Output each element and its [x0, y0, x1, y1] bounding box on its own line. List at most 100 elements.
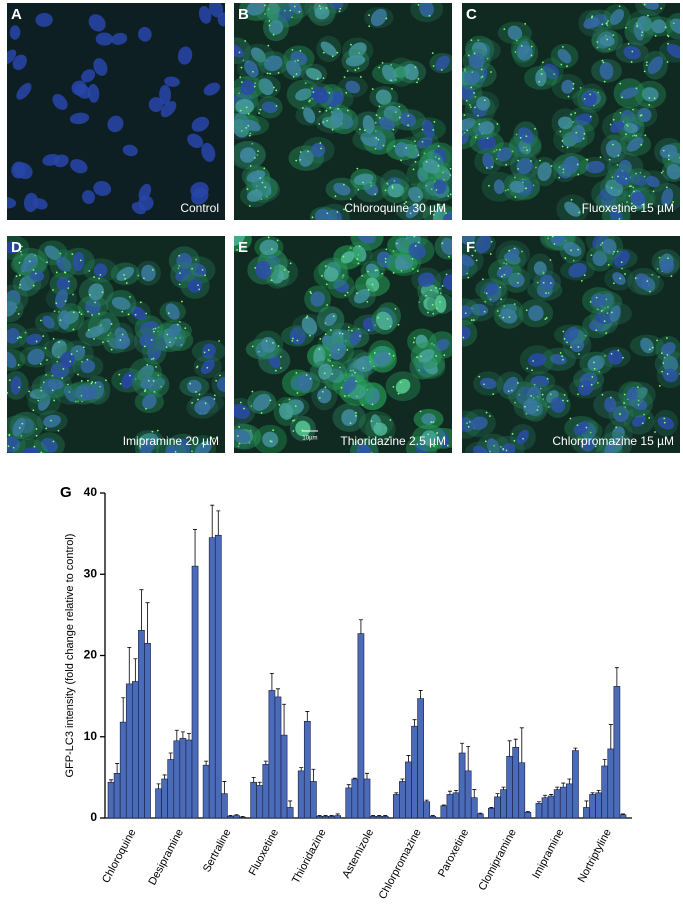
- puncta: [320, 148, 322, 150]
- puncta: [584, 98, 586, 100]
- puncta: [358, 67, 360, 69]
- bar: [192, 566, 198, 818]
- puncta: [442, 285, 444, 287]
- puncta: [573, 83, 575, 85]
- puncta: [299, 50, 301, 52]
- puncta: [559, 131, 561, 133]
- error-bar: [276, 689, 280, 697]
- puncta: [206, 367, 208, 369]
- micrograph: [446, 0, 683, 227]
- bar: [322, 816, 328, 818]
- puncta: [526, 149, 528, 151]
- puncta: [325, 333, 327, 335]
- puncta: [42, 335, 44, 337]
- puncta: [619, 218, 621, 220]
- puncta: [261, 412, 263, 414]
- puncta: [297, 340, 299, 342]
- puncta: [601, 23, 603, 25]
- puncta: [667, 354, 669, 356]
- puncta: [571, 199, 573, 201]
- error-bar: [495, 794, 499, 797]
- bar: [459, 753, 465, 818]
- puncta: [608, 264, 610, 266]
- error-bar: [252, 777, 256, 782]
- puncta: [471, 319, 473, 321]
- puncta: [390, 79, 392, 81]
- puncta: [295, 405, 297, 407]
- puncta: [347, 70, 349, 72]
- puncta: [346, 349, 348, 351]
- puncta: [629, 185, 631, 187]
- puncta: [368, 14, 370, 16]
- x-tick-label: Chlorpromazine: [377, 827, 424, 901]
- y-tick-label: 30: [84, 566, 98, 580]
- puncta: [500, 298, 502, 300]
- bar: [335, 816, 341, 818]
- puncta: [263, 167, 265, 169]
- puncta: [542, 62, 544, 64]
- error-bar: [472, 790, 476, 798]
- puncta: [32, 409, 34, 411]
- puncta: [436, 308, 438, 310]
- puncta: [615, 426, 617, 428]
- puncta: [16, 275, 18, 277]
- error-bar: [204, 761, 208, 765]
- puncta: [280, 367, 282, 369]
- puncta: [372, 284, 374, 286]
- puncta: [526, 309, 528, 311]
- puncta: [441, 220, 443, 222]
- error-bar: [288, 801, 292, 808]
- puncta: [654, 97, 656, 99]
- puncta: [414, 140, 416, 142]
- puncta: [570, 346, 572, 348]
- puncta: [437, 165, 439, 167]
- puncta: [128, 314, 130, 316]
- puncta: [273, 34, 275, 36]
- puncta: [584, 133, 586, 135]
- puncta: [111, 349, 113, 351]
- puncta: [105, 379, 107, 381]
- puncta: [398, 393, 400, 395]
- puncta: [467, 277, 469, 279]
- puncta: [394, 145, 396, 147]
- x-tick-label: Desipramine: [146, 827, 186, 887]
- puncta: [663, 418, 665, 420]
- puncta: [52, 389, 54, 391]
- puncta: [219, 375, 221, 377]
- bar: [405, 762, 411, 818]
- error-bar: [584, 801, 588, 808]
- puncta: [299, 159, 301, 161]
- puncta: [441, 69, 443, 71]
- puncta: [395, 308, 397, 310]
- puncta: [465, 312, 467, 314]
- puncta: [625, 178, 627, 180]
- error-bar: [193, 530, 197, 567]
- puncta: [668, 159, 670, 161]
- panel-letter: C: [466, 6, 477, 23]
- puncta: [460, 273, 462, 275]
- puncta: [374, 193, 376, 195]
- puncta: [271, 248, 273, 250]
- puncta: [482, 76, 484, 78]
- puncta: [497, 310, 499, 312]
- puncta: [126, 282, 128, 284]
- puncta: [87, 380, 89, 382]
- puncta: [35, 273, 37, 275]
- bar: [358, 634, 364, 818]
- bar: [441, 806, 447, 818]
- puncta: [534, 128, 536, 130]
- puncta: [484, 99, 486, 101]
- puncta: [464, 114, 466, 116]
- puncta: [392, 129, 394, 131]
- puncta: [635, 135, 637, 137]
- puncta: [433, 65, 435, 67]
- puncta: [343, 256, 345, 258]
- puncta: [373, 228, 375, 230]
- x-tick-label: Astemizole: [340, 827, 376, 880]
- error-bar: [282, 704, 286, 735]
- bar: [108, 782, 114, 818]
- puncta: [123, 274, 125, 276]
- micrograph: [224, 224, 468, 466]
- puncta: [295, 160, 297, 162]
- puncta: [617, 175, 619, 177]
